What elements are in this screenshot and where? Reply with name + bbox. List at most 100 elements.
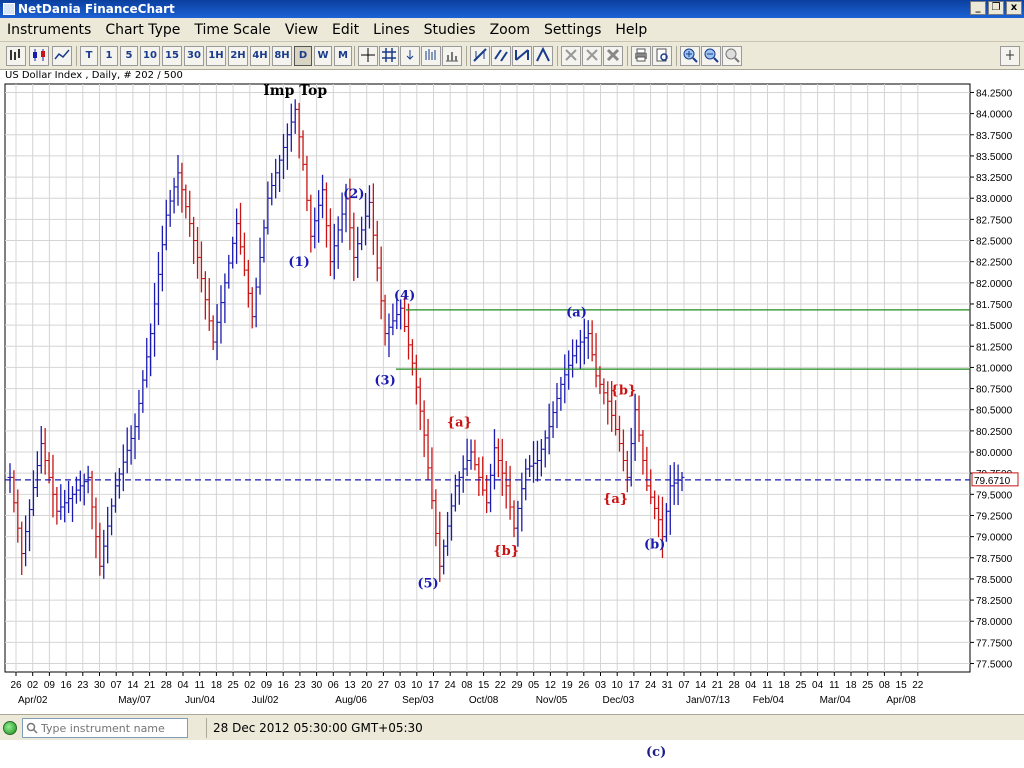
instrument-search-input[interactable] — [41, 720, 185, 736]
x-tick-label: 08 — [461, 680, 473, 691]
y-tick-label: 84.2500 — [976, 88, 1013, 99]
timescale-w-button[interactable]: W — [314, 46, 332, 66]
x-tick-label: 29 — [511, 680, 523, 691]
maximize-button[interactable]: ❐ — [988, 1, 1004, 15]
channel-icon[interactable] — [491, 46, 511, 66]
print-icon[interactable] — [631, 46, 651, 66]
x-month-label: Jul/02 — [252, 695, 279, 706]
y-tick-label: 78.7500 — [976, 554, 1013, 565]
x-tick-label: 16 — [61, 680, 73, 691]
timescale-d-button[interactable]: D — [294, 46, 312, 66]
bars-narrow-icon[interactable] — [421, 46, 441, 66]
zoom-reset-icon[interactable] — [722, 46, 742, 66]
wave-label: (a) — [566, 306, 587, 321]
menu-edit[interactable]: Edit — [332, 21, 360, 38]
trendline-icon[interactable] — [470, 46, 490, 66]
x-tick-label: 18 — [211, 680, 223, 691]
grid-icon[interactable] — [379, 46, 399, 66]
current-price-label: 79.6710 — [974, 476, 1011, 487]
y-tick-label: 78.5000 — [976, 575, 1013, 586]
x-tick-label: 14 — [127, 680, 139, 691]
x-tick-label: 16 — [278, 680, 290, 691]
price-chart[interactable]: 84.2500 84.0000 83.7500 83.5000 83.2500 83.00… — [0, 82, 1024, 714]
x-tick-label: 07 — [678, 680, 690, 691]
x-month-label: Oct/08 — [469, 695, 499, 706]
x-tick-label: 26 — [578, 680, 590, 691]
timescale-30-button[interactable]: 30 — [184, 46, 204, 66]
x-tick-label: 11 — [762, 680, 773, 691]
x-tick-label: 28 — [161, 680, 173, 691]
bar-chart-icon[interactable] — [6, 46, 26, 66]
timescale-m-button[interactable]: M — [334, 46, 352, 66]
timescale-10-button[interactable]: 10 — [140, 46, 160, 66]
y-tick-label: 81.5000 — [976, 321, 1013, 332]
delete-line-icon[interactable] — [561, 46, 581, 66]
zoom-out-icon[interactable] — [701, 46, 721, 66]
x-tick-label: 09 — [44, 680, 56, 691]
menu-time-scale[interactable]: Time Scale — [194, 21, 271, 38]
menu-zoom[interactable]: Zoom — [489, 21, 530, 38]
timescale-4h-button[interactable]: 4H — [250, 46, 270, 66]
timescale-1-button[interactable]: 1 — [100, 46, 118, 66]
timescale-2h-button[interactable]: 2H — [228, 46, 248, 66]
close-button[interactable]: x — [1006, 1, 1022, 15]
arc-icon[interactable] — [533, 46, 553, 66]
print-preview-icon[interactable] — [652, 46, 672, 66]
line-chart-icon[interactable] — [52, 46, 72, 66]
x-tick-label: 28 — [729, 680, 741, 691]
instrument-search[interactable] — [22, 718, 188, 738]
candle-chart-icon[interactable] — [29, 46, 49, 66]
y-tick-label: 78.2500 — [976, 596, 1013, 607]
x-tick-label: 30 — [311, 680, 323, 691]
x-tick-label: 20 — [361, 680, 373, 691]
clear-icon[interactable] — [582, 46, 602, 66]
menu-lines[interactable]: Lines — [373, 21, 410, 38]
y-tick-label: 81.2500 — [976, 342, 1013, 353]
x-tick-label: 08 — [879, 680, 891, 691]
x-tick-label: 24 — [445, 680, 457, 691]
info-icon[interactable] — [400, 46, 420, 66]
x-tick-label: 15 — [896, 680, 908, 691]
timescale-8h-button[interactable]: 8H — [272, 46, 292, 66]
y-tick-label: 79.2500 — [976, 511, 1013, 522]
chart-area[interactable]: 84.2500 84.0000 83.7500 83.5000 83.2500 83.00… — [0, 82, 1024, 714]
y-tick-label: 78.0000 — [976, 617, 1013, 628]
timescale-5-button[interactable]: 5 — [120, 46, 138, 66]
delete-all-icon[interactable] — [603, 46, 623, 66]
x-month-label: May/07 — [118, 695, 151, 706]
x-tick-label: 04 — [812, 680, 824, 691]
x-month-label: Jun/04 — [185, 695, 215, 706]
menu-settings[interactable]: Settings — [543, 21, 602, 38]
x-tick-label: 03 — [595, 680, 607, 691]
y-tick-label: 83.7500 — [976, 131, 1013, 142]
pin-icon[interactable] — [1000, 46, 1020, 66]
fibonacci-icon[interactable] — [512, 46, 532, 66]
y-tick-label: 80.7500 — [976, 385, 1013, 396]
crosshair-icon[interactable] — [358, 46, 378, 66]
timescale-t-button[interactable]: T — [80, 46, 98, 66]
x-tick-label: 02 — [27, 680, 39, 691]
timescale-1h-button[interactable]: 1H — [206, 46, 226, 66]
y-tick-label: 82.7500 — [976, 215, 1013, 226]
connection-status-icon — [3, 721, 17, 735]
x-month-label: Mar/04 — [820, 695, 852, 706]
app-icon — [3, 3, 15, 15]
menu-instruments[interactable]: Instruments — [7, 21, 92, 38]
zoom-in-icon[interactable] — [680, 46, 700, 66]
x-tick-label: 18 — [779, 680, 791, 691]
y-tick-label: 81.0000 — [976, 363, 1013, 374]
volume-icon[interactable] — [442, 46, 462, 66]
menu-studies[interactable]: Studies — [423, 21, 476, 38]
x-tick-label: 26 — [10, 680, 22, 691]
timescale-15-button[interactable]: 15 — [162, 46, 182, 66]
menu-view[interactable]: View — [284, 21, 319, 38]
x-tick-label: 30 — [94, 680, 106, 691]
menu-chart-type[interactable]: Chart Type — [105, 21, 181, 38]
menu-help[interactable]: Help — [615, 21, 648, 38]
y-tick-label: 80.2500 — [976, 427, 1013, 438]
wave-label: {b} — [610, 383, 636, 398]
x-tick-label: 27 — [378, 680, 390, 691]
wave-label: (b) — [644, 537, 665, 552]
minimize-button[interactable]: _ — [970, 1, 986, 15]
y-tick-label: 82.2500 — [976, 258, 1013, 269]
